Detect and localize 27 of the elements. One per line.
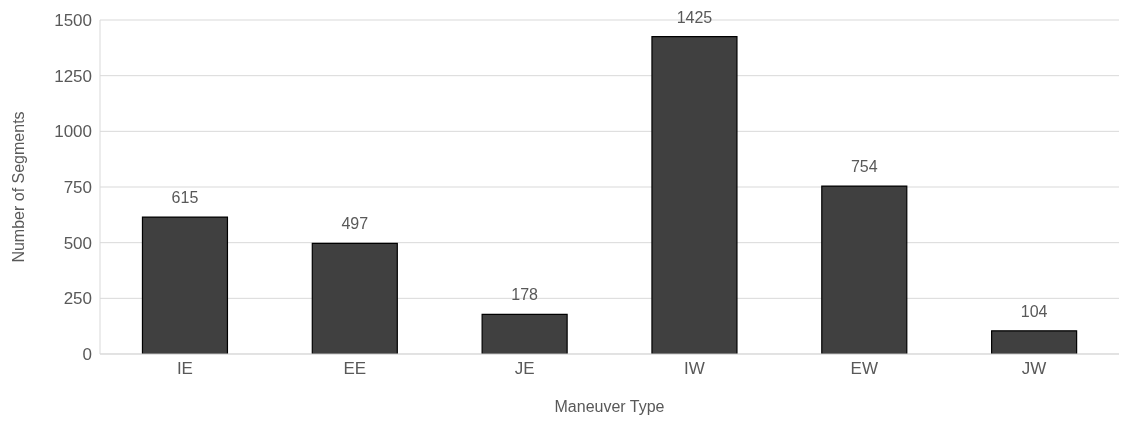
x-tick-label: JE	[514, 359, 535, 379]
bar	[991, 330, 1078, 354]
data-label: 497	[341, 215, 369, 233]
x-tick-label: JW	[1021, 359, 1047, 379]
bar	[141, 216, 229, 354]
x-tick-label: IW	[684, 359, 705, 379]
x-tick-label: IE	[176, 359, 193, 379]
bar	[311, 242, 398, 354]
data-label: 178	[511, 286, 539, 304]
data-label: 615	[171, 189, 199, 207]
y-tick-label: 1250	[54, 66, 92, 86]
bar	[651, 36, 738, 354]
x-axis-title: Maneuver Type	[554, 398, 665, 415]
data-label: 1425	[676, 8, 713, 26]
y-tick-label: 750	[63, 178, 92, 198]
data-label: 754	[850, 158, 878, 176]
bar	[481, 313, 568, 354]
y-tick-label: 1000	[54, 122, 92, 142]
y-tick-label: 0	[82, 345, 92, 365]
bar	[821, 185, 908, 354]
y-tick-label: 1500	[54, 11, 92, 31]
y-tick-label: 500	[63, 233, 92, 253]
x-tick-label: EW	[850, 359, 878, 379]
y-axis-title: Number of Segments	[9, 111, 27, 263]
x-tick-label: EE	[343, 359, 367, 379]
data-label: 104	[1020, 302, 1048, 320]
y-tick-label: 250	[63, 289, 92, 309]
